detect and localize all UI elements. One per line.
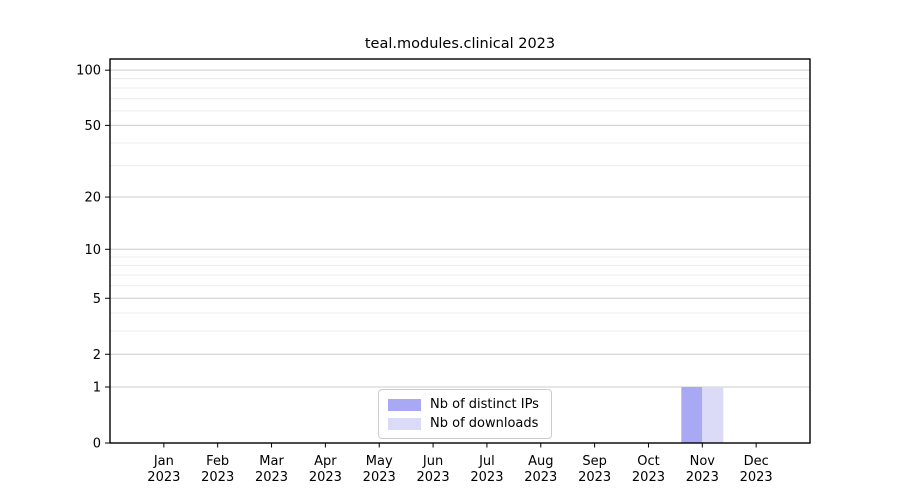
x-tick-label: Jun 2023	[417, 454, 450, 485]
bar-distinct-ips	[681, 387, 703, 443]
x-tick-label: Dec 2023	[740, 454, 773, 485]
y-tick-label: 5	[93, 292, 101, 307]
x-tick-label: Sep 2023	[578, 454, 611, 485]
legend-swatch-distinct-ips-icon	[388, 398, 421, 411]
x-tick-label: Jan 2023	[147, 454, 180, 485]
legend-label-downloads: Nb of downloads	[430, 415, 539, 431]
bar-downloads	[702, 387, 724, 443]
y-tick-label: 100	[76, 64, 101, 79]
x-tick-label: Aug 2023	[524, 454, 557, 485]
x-tick-label: Apr 2023	[309, 454, 342, 485]
x-tick-label: May 2023	[363, 454, 396, 485]
y-tick-label: 2	[93, 348, 101, 363]
axis-spine	[109, 58, 811, 444]
legend-row: Nb of distinct IPs	[388, 398, 551, 412]
x-tick-label: Mar 2023	[255, 454, 288, 485]
chart-title: teal.modules.clinical 2023	[364, 36, 556, 52]
x-tick-label: Feb 2023	[201, 454, 234, 485]
x-tick-label: Oct 2023	[632, 454, 665, 485]
y-tick-label: 10	[84, 243, 101, 258]
legend-label-distinct-ips: Nb of distinct IPs	[430, 396, 539, 412]
x-tick-label: Jul 2023	[470, 454, 503, 485]
x-tick-label: Nov 2023	[686, 454, 719, 485]
y-tick-label: 20	[84, 191, 101, 206]
y-tick-label: 50	[84, 119, 101, 134]
y-tick-label: 0	[93, 437, 101, 452]
y-tick-label: 1	[93, 381, 101, 396]
legend: Nb of distinct IPs Nb of downloads	[378, 389, 552, 439]
legend-swatch-downloads-icon	[388, 417, 421, 430]
plot-area	[110, 59, 810, 443]
legend-row: Nb of downloads	[388, 417, 551, 431]
